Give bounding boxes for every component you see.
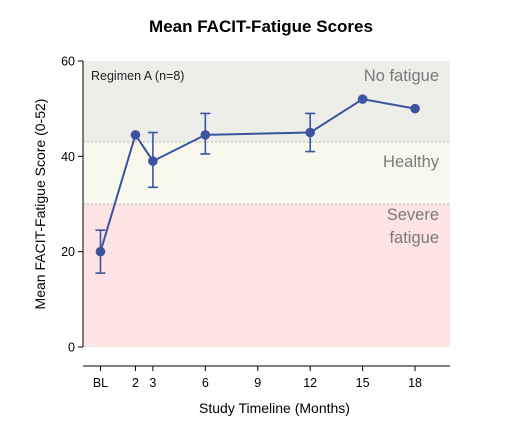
x-tick-label: 12 xyxy=(303,376,317,390)
x-tick-label: 15 xyxy=(356,376,370,390)
x-axis-title: Study Timeline (Months) xyxy=(199,400,350,416)
data-point xyxy=(130,130,141,140)
y-tick-label: 60 xyxy=(61,55,75,69)
data-point xyxy=(410,103,420,114)
chart-title: Mean FACIT-Fatigue Scores xyxy=(149,17,373,36)
data-point xyxy=(95,246,106,257)
x-tick-label: 9 xyxy=(254,376,261,390)
zone-band-0 xyxy=(83,204,450,347)
data-point xyxy=(148,156,158,166)
axes: 0 20 40 60 BL 2 3 6 9 12 15 18 xyxy=(61,55,450,390)
x-tick-label: 2 xyxy=(132,376,139,390)
data-point xyxy=(200,130,211,140)
error-bars xyxy=(95,112,316,274)
zone-label: Healthy xyxy=(383,153,440,171)
labels: Severe fatigue Healthy No fatigue Regimen A … xyxy=(32,67,440,416)
zone-band-1 xyxy=(83,142,450,204)
y-axis-title: Mean FACIT-Fatigue Score (0-52) xyxy=(32,99,48,310)
y-tick-label: 40 xyxy=(61,150,75,164)
zone-label: No fatigue xyxy=(364,67,439,85)
x-tick-label: 3 xyxy=(149,376,156,390)
y-tick-label: 20 xyxy=(61,245,75,259)
data-point xyxy=(305,127,315,138)
zone-label: Severe xyxy=(387,206,439,224)
zone-band-2 xyxy=(83,61,450,143)
y-tick-label: 0 xyxy=(68,341,75,355)
zone-bands xyxy=(83,61,450,347)
zone-label: fatigue xyxy=(389,229,439,247)
x-tick-label: 6 xyxy=(202,376,209,390)
regimen-annotation: Regimen A (n=8) xyxy=(91,69,184,83)
x-tick-label: BL xyxy=(93,376,108,390)
series xyxy=(95,94,420,257)
data-point xyxy=(357,94,368,104)
x-tick-label: 18 xyxy=(408,376,422,390)
